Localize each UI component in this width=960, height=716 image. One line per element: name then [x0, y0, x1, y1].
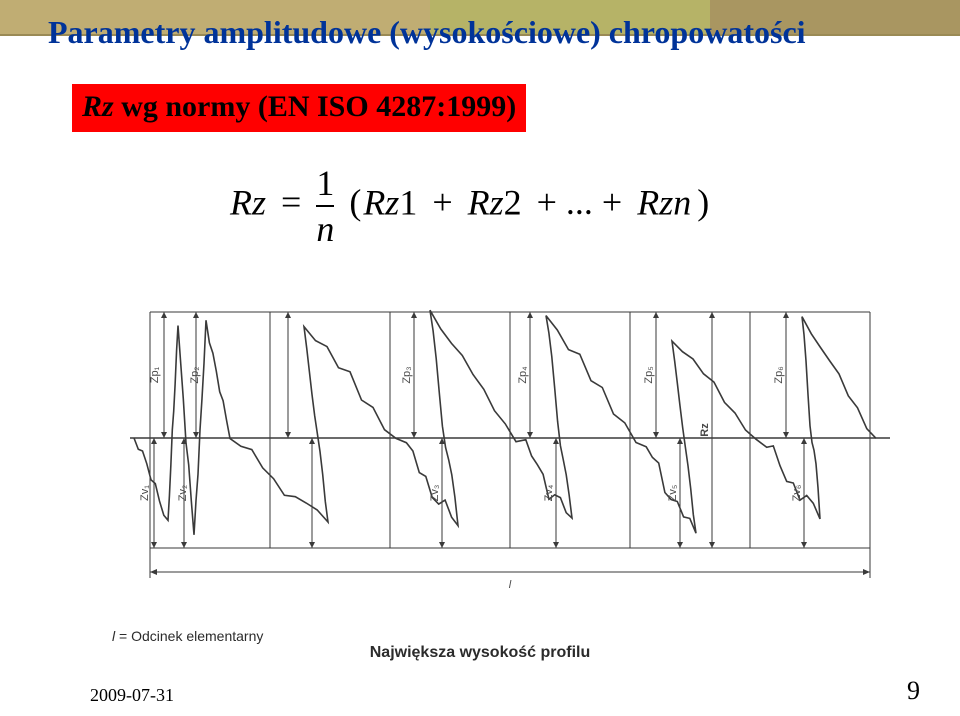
svg-text:l: l [509, 579, 512, 591]
page-title: Parametry amplitudowe (wysokościowe) chr… [48, 14, 806, 51]
caption-left: l = Odcinek elementarny [112, 628, 263, 644]
t0: Rz [363, 182, 399, 222]
svg-text:Zp₄: Zp₄ [517, 366, 529, 384]
t3: Rz [468, 182, 504, 222]
svg-text:Rz: Rz [699, 423, 711, 437]
svg-text:Zv₃: Zv₃ [429, 485, 441, 502]
subtitle-rest: wg normy (EN ISO 4287:1999) [114, 90, 517, 123]
frac-den: n [316, 208, 334, 250]
t1: 1 [399, 182, 417, 222]
profile-diagram: Zp₁ Zp₂ Zp₃ Zp₄ Zp₅ Zp₆ Zv₁ Zv₂ Zv₃ Zv₄ Zv₅ Zv₆ Rz l [60, 268, 900, 618]
svg-text:Zp₁: Zp₁ [149, 366, 161, 383]
svg-text:Zp₂: Zp₂ [189, 366, 201, 383]
svg-text:Zv₆: Zv₆ [791, 485, 803, 502]
subtitle-rz: Rz [82, 90, 114, 123]
t4: 2 [504, 182, 522, 222]
svg-text:Zp₆: Zp₆ [773, 366, 785, 383]
caption-l-txt: = Odcinek elementarny [115, 628, 263, 644]
formula-frac: 1 n [316, 162, 334, 250]
page-number: 9 [907, 676, 920, 706]
formula-eq: = [275, 182, 307, 222]
svg-text:Zv₄: Zv₄ [543, 484, 555, 501]
footer-date: 2009-07-31 [90, 685, 174, 706]
t2: + [417, 182, 467, 222]
formula: Rz = 1 n (Rz1 + Rz2 + ... + Rzn) [230, 162, 715, 250]
t5: + ... + [522, 182, 638, 222]
t6: Rzn [637, 182, 691, 222]
svg-text:Zv₅: Zv₅ [667, 485, 679, 502]
t7: ) [691, 182, 715, 222]
svg-text:Zp₃: Zp₃ [401, 366, 413, 383]
subtitle-badge: Rz wg normy (EN ISO 4287:1999) [72, 84, 526, 132]
caption-center: Największa wysokość profilu [0, 644, 960, 662]
svg-text:Zv₂: Zv₂ [177, 485, 189, 502]
svg-text:Zv₁: Zv₁ [139, 485, 151, 501]
frac-num: 1 [316, 162, 334, 204]
svg-text:Zp₅: Zp₅ [643, 366, 655, 383]
formula-open: ( [343, 182, 363, 222]
formula-lhs: Rz [230, 182, 266, 222]
